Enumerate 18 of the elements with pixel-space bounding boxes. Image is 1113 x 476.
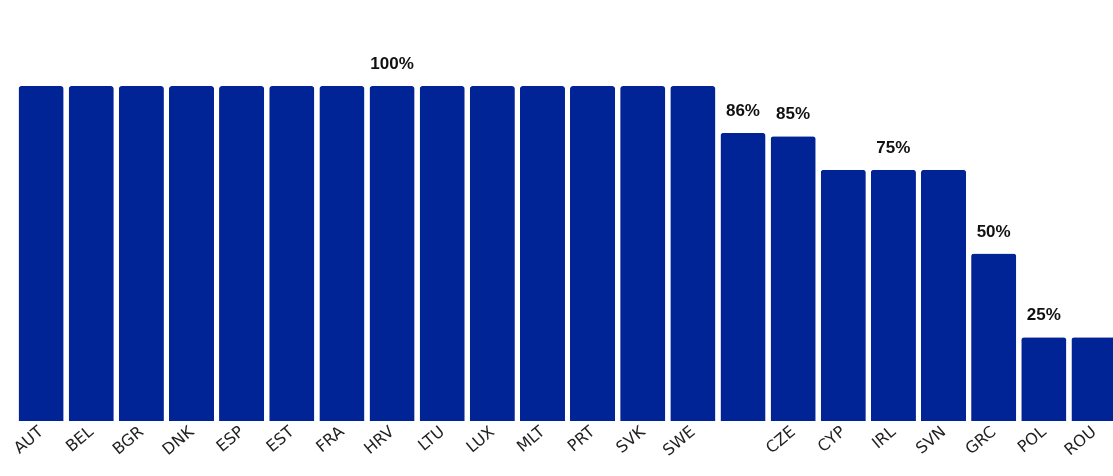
- data-label: 100%: [370, 54, 414, 73]
- x-tick-label: GRC: [961, 421, 1000, 459]
- x-tick-label: POL: [1013, 421, 1050, 457]
- data-label: 75%: [876, 137, 911, 157]
- x-tick-label: PRT: [563, 421, 599, 456]
- x-tick-label: CYP: [813, 421, 850, 456]
- x-tick-label: CZE: [761, 421, 799, 458]
- data-label: 86%: [725, 100, 760, 120]
- data-label: 50%: [976, 221, 1011, 241]
- x-tick-label: BGR: [108, 421, 148, 459]
- x-tick-label: FRA: [312, 421, 348, 457]
- x-tick-label: LTU: [414, 421, 448, 455]
- x-tick-label: BEL: [61, 421, 98, 456]
- x-tick-label: ESP: [212, 421, 248, 456]
- x-tick-label: LUX: [462, 421, 499, 457]
- data-label: 25%: [1026, 305, 1061, 325]
- data-label: 85%: [776, 104, 811, 124]
- x-tick-label: IRL: [868, 421, 900, 453]
